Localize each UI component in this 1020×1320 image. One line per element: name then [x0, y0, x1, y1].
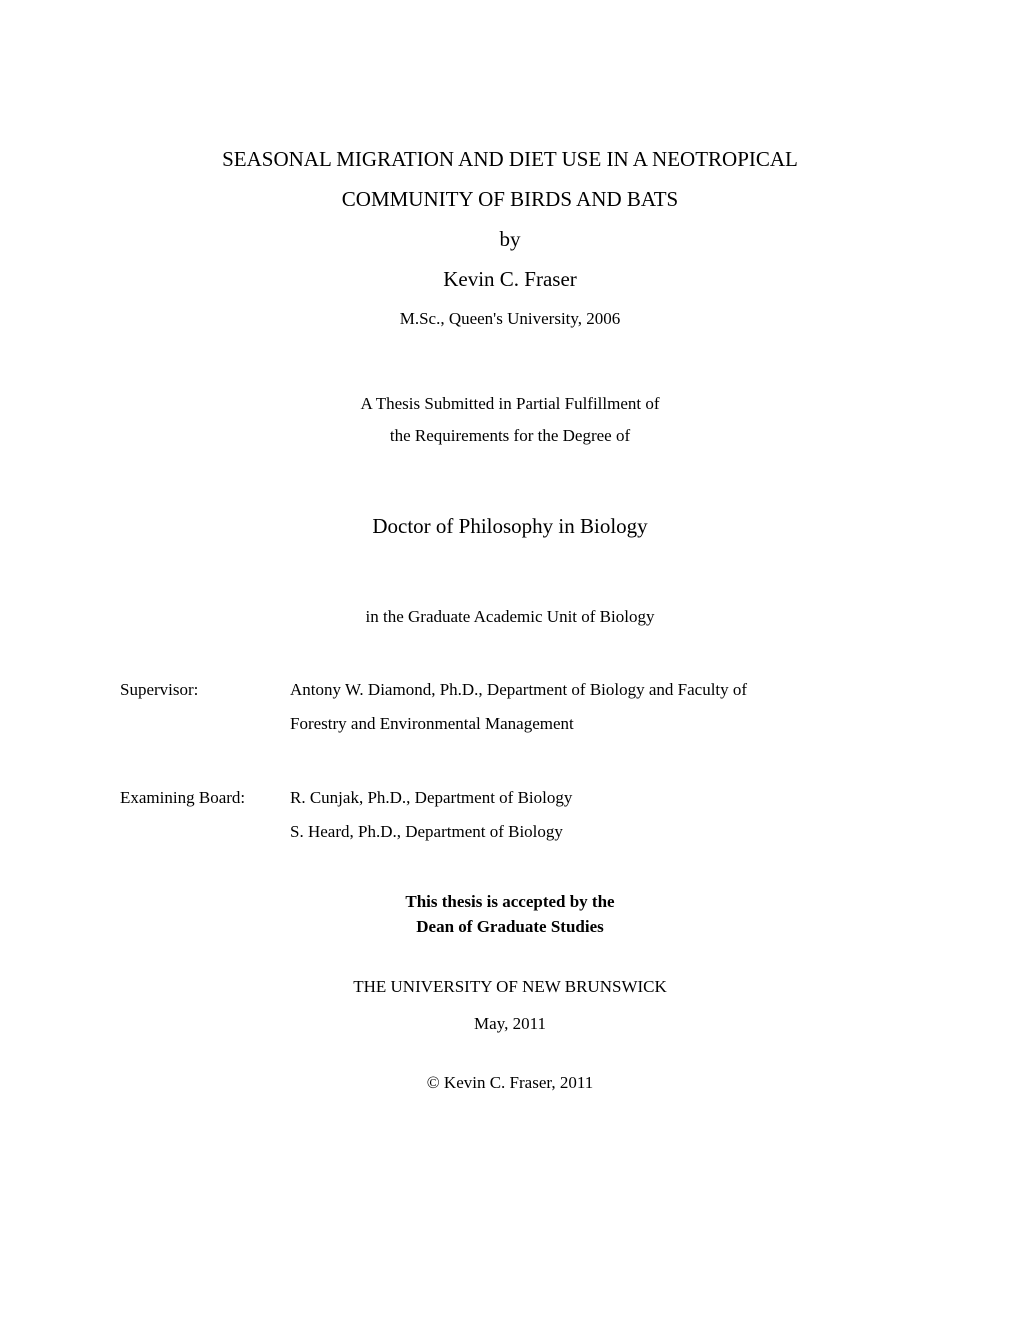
fulfillment-line-2: the Requirements for the Degree of [120, 420, 900, 452]
author-credential: M.Sc., Queen's University, 2006 [120, 304, 900, 335]
title-line-2: COMMUNITY OF BIRDS AND BATS [120, 180, 900, 220]
board-value: R. Cunjak, Ph.D., Department of Biology … [290, 781, 900, 849]
supervisor-label: Supervisor: [120, 673, 290, 741]
board-label: Examining Board: [120, 781, 290, 849]
supervisor-value: Antony W. Diamond, Ph.D., Department of … [290, 673, 900, 741]
degree-title: Doctor of Philosophy in Biology [120, 507, 900, 547]
supervisor-row: Supervisor: Antony W. Diamond, Ph.D., De… [120, 673, 900, 741]
fulfillment-line-1: A Thesis Submitted in Partial Fulfillmen… [120, 388, 900, 420]
board-line-1: R. Cunjak, Ph.D., Department of Biology [290, 781, 900, 815]
copyright-notice: © Kevin C. Fraser, 2011 [120, 1067, 900, 1099]
board-line-2: S. Heard, Ph.D., Department of Biology [290, 815, 900, 849]
thesis-title-page: SEASONAL MIGRATION AND DIET USE IN A NEO… [120, 140, 900, 1099]
thesis-date: May, 2011 [120, 1005, 900, 1042]
examining-board-row: Examining Board: R. Cunjak, Ph.D., Depar… [120, 781, 900, 849]
accepted-line-2: Dean of Graduate Studies [120, 914, 900, 940]
university-name: THE UNIVERSITY OF NEW BRUNSWICK [120, 968, 900, 1005]
title-line-1: SEASONAL MIGRATION AND DIET USE IN A NEO… [120, 140, 900, 180]
supervisor-line-2: Forestry and Environmental Management [290, 707, 900, 741]
accepted-line-1: This thesis is accepted by the [120, 889, 900, 915]
by-label: by [120, 220, 900, 260]
author-name: Kevin C. Fraser [120, 260, 900, 300]
academic-unit: in the Graduate Academic Unit of Biology [120, 601, 900, 633]
supervisor-line-1: Antony W. Diamond, Ph.D., Department of … [290, 673, 900, 707]
